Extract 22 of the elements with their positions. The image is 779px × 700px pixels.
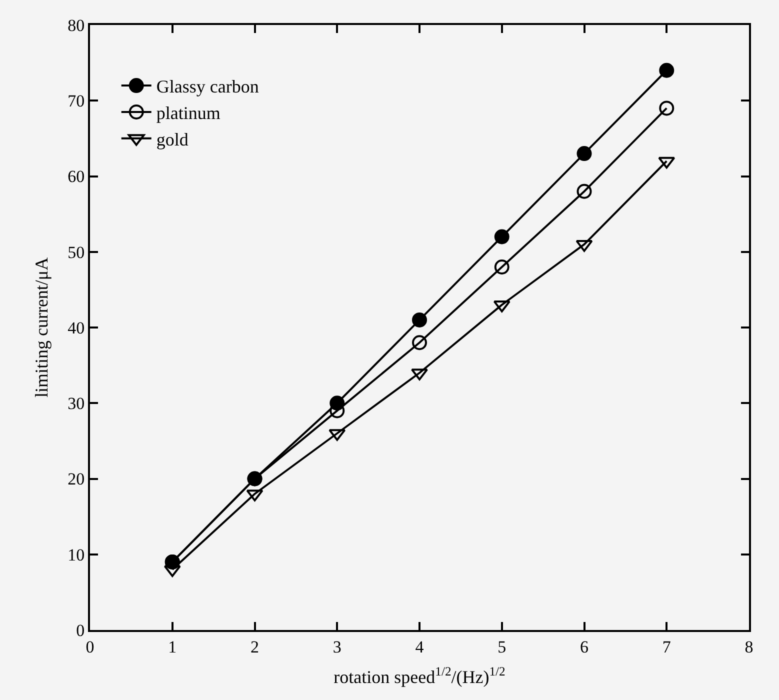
- x-tick-label: 5: [498, 637, 506, 656]
- y-tick-label: 10: [68, 545, 85, 564]
- y-tick-label: 70: [68, 92, 85, 111]
- x-tick-label: 8: [744, 637, 754, 656]
- y-tick-label: 80: [68, 16, 85, 35]
- y-tick-label: 50: [68, 242, 85, 262]
- y-tick-label: 20: [68, 470, 85, 489]
- x-axis-title: rotation speed$^{1/2}$/(Hz)$^{1/2}$: [334, 664, 506, 687]
- x-tick-label: 7: [662, 637, 672, 656]
- legend-label: gold: [156, 129, 188, 150]
- legend-label: Glassy carbon: [156, 76, 259, 97]
- x-tick-label: 6: [580, 637, 588, 656]
- y-tick-label: 40: [68, 318, 85, 338]
- x-tick-label: 3: [332, 637, 342, 656]
- y-axis-title: limiting current/μA: [31, 257, 52, 398]
- x-tick-label: 4: [415, 637, 424, 656]
- y-tick-label: 60: [68, 167, 85, 186]
- legend-label: platinum: [156, 102, 220, 123]
- x-tick-label: 1: [168, 637, 177, 656]
- y-tick-label: 30: [68, 394, 85, 414]
- x-tick-label: 2: [250, 637, 259, 656]
- y-tick-label: 0: [76, 620, 85, 640]
